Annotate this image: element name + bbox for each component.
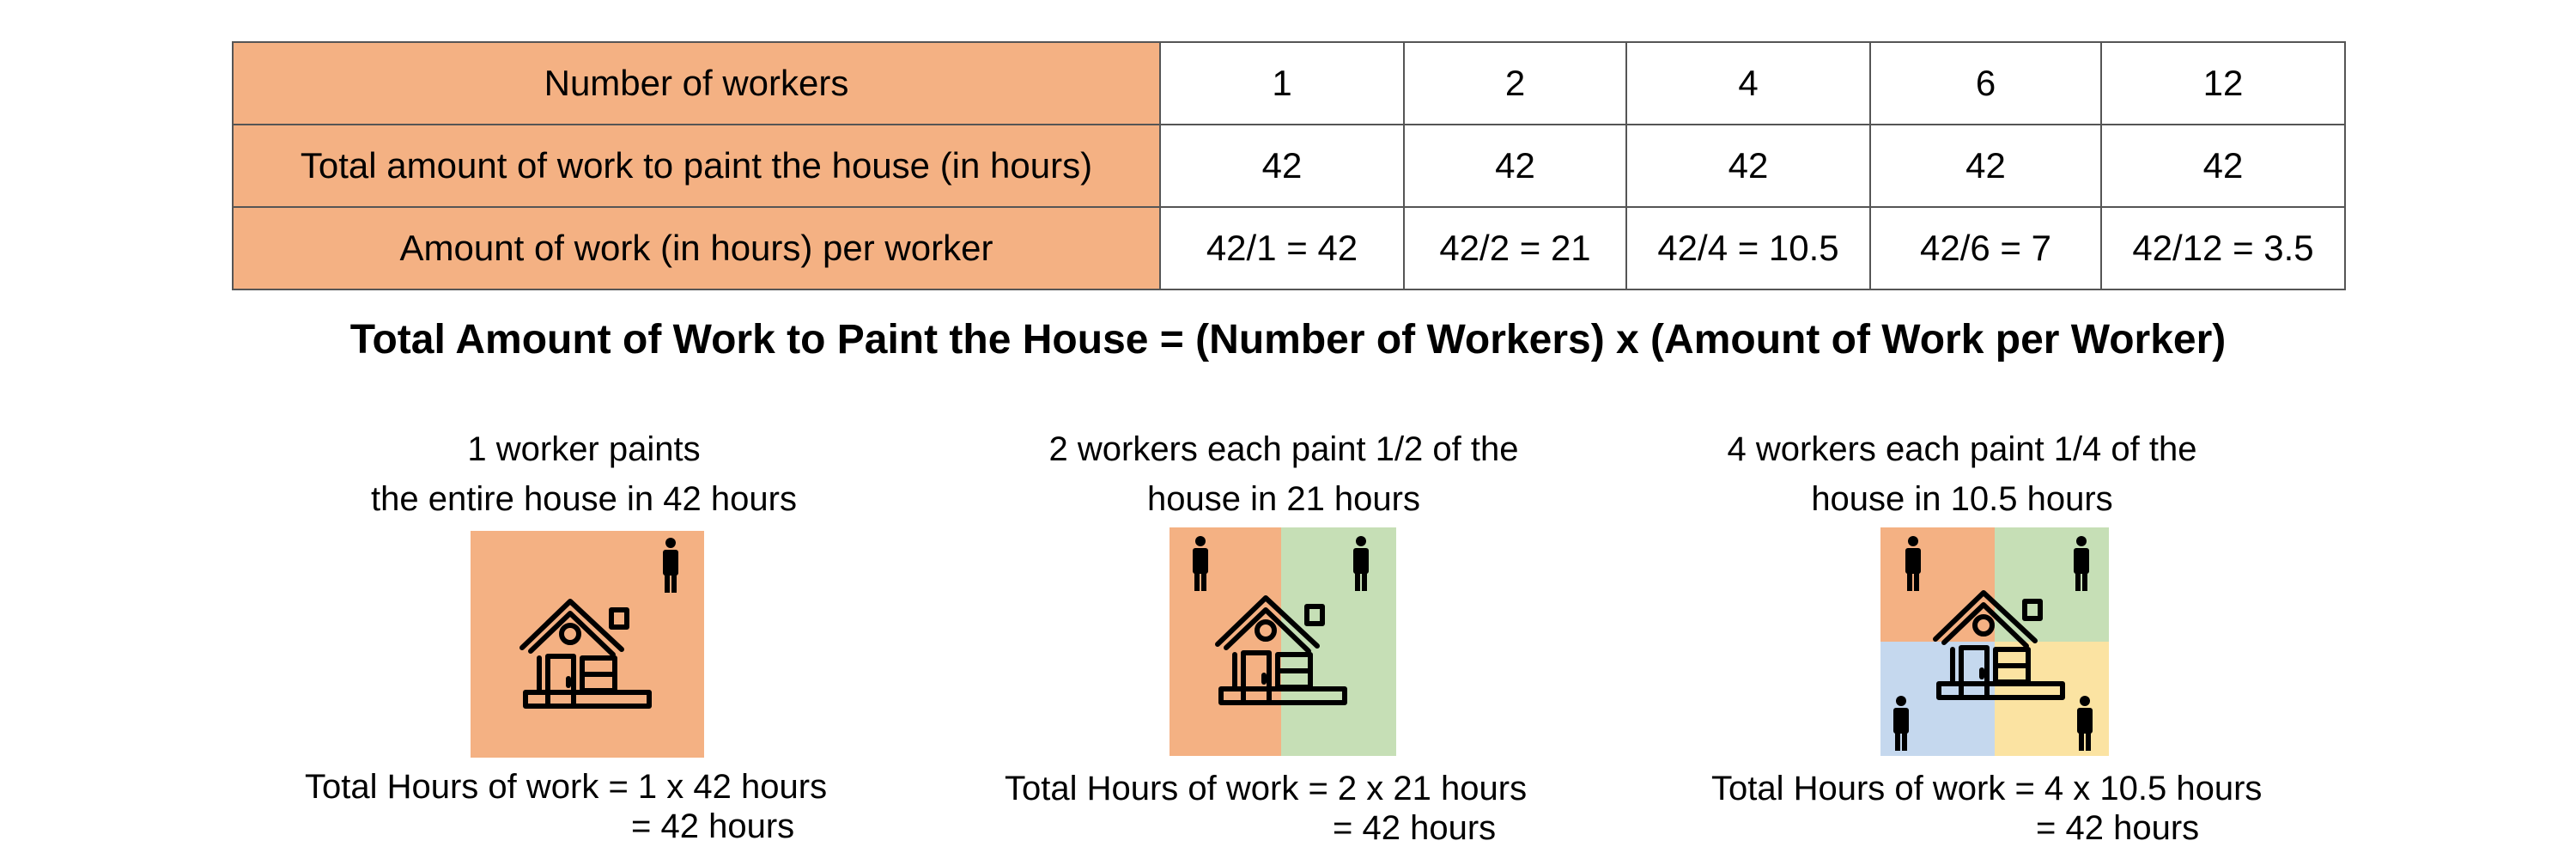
table-cell: 42 (1159, 124, 1405, 208)
table-cell: 42 (2100, 124, 2346, 208)
table-row: Number of workers 1 2 4 6 12 (232, 41, 2346, 125)
table-cell: 42/6 = 7 (1869, 206, 2102, 290)
worker-icon (1353, 536, 1369, 591)
worker-icon (1893, 696, 1909, 751)
table-cell: 12 (2100, 41, 2346, 125)
table-cell: 2 (1403, 41, 1627, 125)
formula: Total Amount of Work to Paint the House … (349, 317, 2227, 362)
caption-line: house in 21 hours (1146, 480, 1420, 518)
panel-1-total: Total Hours of work = 1 x 42 hours = 42 … (305, 767, 827, 846)
total-line: = 42 hours (631, 807, 795, 845)
table-row: Total amount of work to paint the house … (232, 124, 2346, 208)
table-cell: 42 (1625, 124, 1871, 208)
worker-icon (663, 538, 678, 593)
table-cell: 6 (1869, 41, 2102, 125)
worker-icon (1905, 536, 1921, 591)
color-region (1995, 527, 2109, 642)
total-line: Total Hours of work = 2 x 21 hours (1005, 770, 1528, 807)
table-row: Amount of work (in hours) per worker 42/… (232, 206, 2346, 290)
table-cell: 42/1 = 42 (1159, 206, 1405, 290)
total-line: Total Hours of work = 1 x 42 hours (305, 768, 828, 806)
table-cell: 42/2 = 21 (1403, 206, 1627, 290)
house-illustration-3 (1880, 527, 2109, 756)
work-table: Number of workers 1 2 4 6 12 Total amoun… (232, 41, 2346, 290)
caption-line: 4 workers each paint 1/4 of the (1727, 430, 2197, 468)
color-region (1170, 527, 1281, 756)
panel-2-caption: 2 workers each paint 1/2 of the house in… (940, 424, 1627, 524)
total-line: Total Hours of work = 4 x 10.5 hours (1711, 770, 2263, 807)
table-cell: 42/12 = 3.5 (2100, 206, 2346, 290)
house-icon (1215, 595, 1347, 705)
caption-line: 1 worker paints (467, 430, 701, 468)
worker-icon (2074, 536, 2089, 591)
row-header: Amount of work (in hours) per worker (232, 206, 1161, 290)
worker-icon (1193, 536, 1208, 591)
table-cell: 42 (1869, 124, 2102, 208)
house-illustration-2 (1170, 527, 1396, 756)
row-header: Number of workers (232, 41, 1161, 125)
table-cell: 1 (1159, 41, 1405, 125)
table-cell: 42 (1403, 124, 1627, 208)
total-line: = 42 hours (1333, 809, 1497, 847)
worker-icon (2077, 696, 2093, 751)
table-cell: 42/4 = 10.5 (1625, 206, 1871, 290)
house-illustration-1 (471, 531, 704, 758)
panel-2-total: Total Hours of work = 2 x 21 hours = 42 … (1005, 769, 1527, 848)
caption-line: 2 workers each paint 1/2 of the (1048, 430, 1519, 468)
table-cell: 4 (1625, 41, 1871, 125)
panel-3-caption: 4 workers each paint 1/4 of the house in… (1619, 424, 2306, 524)
total-line: = 42 hours (2036, 809, 2200, 847)
row-header: Total amount of work to paint the house … (232, 124, 1161, 208)
panel-3-total: Total Hours of work = 4 x 10.5 hours = 4… (1711, 769, 2262, 848)
house-icon (1933, 590, 2065, 700)
house-icon (519, 599, 652, 709)
caption-line: house in 10.5 hours (1811, 480, 2113, 518)
caption-line: the entire house in 42 hours (371, 480, 797, 518)
panel-1-caption: 1 worker paints the entire house in 42 h… (240, 424, 927, 524)
